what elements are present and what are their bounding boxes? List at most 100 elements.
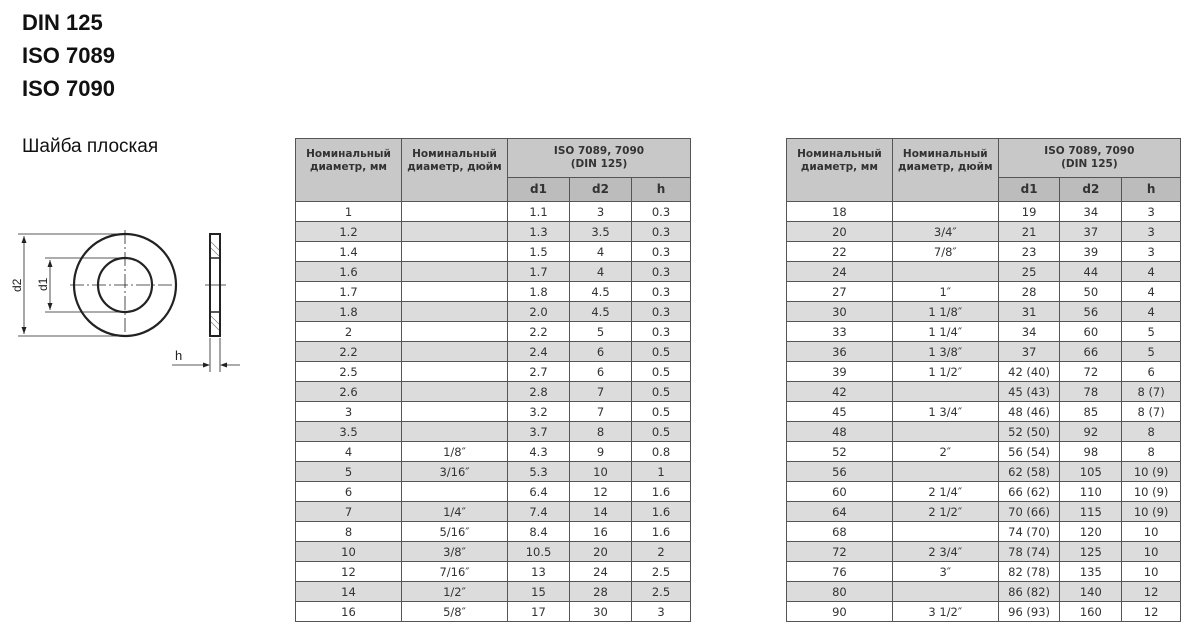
cell-nominal-inch <box>401 381 508 402</box>
cell-d1: 2.4 <box>507 341 570 362</box>
table-row: 3 3.2 7 0.5 <box>295 401 691 422</box>
cell-nominal-inch <box>401 241 508 262</box>
cell-d2: 135 <box>1059 561 1123 582</box>
cell-nominal-inch: 1 1/2″ <box>891 361 999 382</box>
cell-d2: 16 <box>569 521 632 542</box>
cell-d1: 66 (62) <box>997 481 1061 502</box>
cell-d1: 2.7 <box>507 361 570 382</box>
cell-d1: 8.4 <box>507 521 570 542</box>
cell-h: 0.3 <box>631 201 691 222</box>
table-row: 64 2 1/2″ 70 (66) 115 10 (9) <box>786 501 1181 522</box>
cell-h: 10 (9) <box>1121 481 1181 502</box>
cell-nominal-inch <box>401 341 508 362</box>
cell-d2: 72 <box>1059 361 1123 382</box>
cell-nominal-inch: 1/2″ <box>401 581 508 602</box>
cell-h: 1.6 <box>631 521 691 542</box>
cell-nominal-mm: 24 <box>786 261 893 282</box>
cell-nominal-mm: 45 <box>786 401 893 422</box>
cell-d1: 13 <box>507 561 570 582</box>
cell-d2: 7 <box>569 401 632 422</box>
cell-d2: 12 <box>569 481 632 502</box>
table-row: 2.2 2.4 6 0.5 <box>295 341 691 362</box>
cell-nominal-inch: 3/4″ <box>891 221 999 242</box>
header-group-line1: ISO 7089, 7090 <box>553 144 645 157</box>
cell-nominal-inch: 2″ <box>891 441 999 462</box>
cell-h: 5 <box>1121 321 1181 342</box>
cell-d1: 4.3 <box>507 441 570 462</box>
cell-nominal-inch <box>891 421 999 442</box>
cell-nominal-mm: 52 <box>786 441 893 462</box>
cell-d2: 125 <box>1059 541 1123 562</box>
table-row: 27 1″ 28 50 4 <box>786 281 1181 302</box>
cell-nominal-mm: 3 <box>295 401 402 422</box>
cell-d1: 52 (50) <box>997 421 1061 442</box>
cell-h: 8 <box>1121 421 1181 442</box>
cell-nominal-inch <box>401 481 508 502</box>
cell-d1: 62 (58) <box>997 461 1061 482</box>
cell-nominal-mm: 72 <box>786 541 893 562</box>
cell-d2: 66 <box>1059 341 1123 362</box>
table-row: 1.4 1.5 4 0.3 <box>295 241 691 262</box>
cell-nominal-inch <box>401 421 508 442</box>
cell-nominal-inch <box>401 221 508 242</box>
table-row: 22 7/8″ 23 39 3 <box>786 241 1181 262</box>
cell-nominal-mm: 1.2 <box>295 221 402 242</box>
product-title: Шайба плоская <box>22 136 159 157</box>
cell-d2: 6 <box>569 341 632 362</box>
cell-nominal-mm: 1.8 <box>295 301 402 322</box>
cell-h: 10 (9) <box>1121 501 1181 522</box>
cell-h: 3 <box>631 601 691 622</box>
cell-nominal-mm: 2.6 <box>295 381 402 402</box>
header-h: h <box>1121 176 1181 202</box>
cell-d1: 56 (54) <box>997 441 1061 462</box>
header-group-line1: ISO 7089, 7090 <box>1044 144 1135 157</box>
cell-nominal-inch: 3/8″ <box>401 541 508 562</box>
cell-h: 0.5 <box>631 341 691 362</box>
cell-nominal-inch <box>401 361 508 382</box>
cell-nominal-mm: 16 <box>295 601 402 622</box>
table-row: 3.5 3.7 8 0.5 <box>295 421 691 442</box>
cell-nominal-inch: 2 3/4″ <box>891 541 999 562</box>
cell-d2: 98 <box>1059 441 1123 462</box>
table-row: 1.8 2.0 4.5 0.3 <box>295 301 691 322</box>
header-h: h <box>631 176 691 202</box>
table-row: 20 3/4″ 21 37 3 <box>786 221 1181 242</box>
cell-d2: 85 <box>1059 401 1123 422</box>
cell-d1: 1.1 <box>507 201 570 222</box>
table-row: 56 62 (58) 105 10 (9) <box>786 461 1181 482</box>
cell-h: 0.5 <box>631 381 691 402</box>
cell-nominal-inch: 1/8″ <box>401 441 508 462</box>
cell-h: 0.5 <box>631 361 691 382</box>
cell-nominal-inch: 2 1/2″ <box>891 501 999 522</box>
header-nominal-mm: Номинальный диаметр, мм <box>295 138 402 202</box>
cell-d2: 78 <box>1059 381 1123 402</box>
cell-d1: 70 (66) <box>997 501 1061 522</box>
header-group-line2: (DIN 125) <box>570 157 628 170</box>
header-d1: d1 <box>997 176 1061 202</box>
cell-nominal-mm: 76 <box>786 561 893 582</box>
table-row: 68 74 (70) 120 10 <box>786 521 1181 542</box>
table-row: 1.2 1.3 3.5 0.3 <box>295 221 691 242</box>
cell-d1: 78 (74) <box>997 541 1061 562</box>
cell-nominal-mm: 39 <box>786 361 893 382</box>
table-row: 1.6 1.7 4 0.3 <box>295 261 691 282</box>
cell-d1: 74 (70) <box>997 521 1061 542</box>
cell-h: 4 <box>1121 301 1181 322</box>
cell-d1: 86 (82) <box>997 581 1061 602</box>
cell-d1: 82 (78) <box>997 561 1061 582</box>
cell-d1: 48 (46) <box>997 401 1061 422</box>
cell-nominal-inch <box>401 321 508 342</box>
cell-nominal-mm: 42 <box>786 381 893 402</box>
cell-nominal-mm: 18 <box>786 201 893 222</box>
cell-d2: 34 <box>1059 201 1123 222</box>
cell-nominal-inch: 1 1/8″ <box>891 301 999 322</box>
cell-d1: 42 (40) <box>997 361 1061 382</box>
cell-nominal-inch <box>401 301 508 322</box>
cell-nominal-mm: 7 <box>295 501 402 522</box>
cell-h: 1.6 <box>631 501 691 522</box>
cell-h: 0.3 <box>631 241 691 262</box>
header-d2: d2 <box>569 176 632 202</box>
cell-d2: 105 <box>1059 461 1123 482</box>
cell-d2: 44 <box>1059 261 1123 282</box>
cell-d1: 37 <box>997 341 1061 362</box>
